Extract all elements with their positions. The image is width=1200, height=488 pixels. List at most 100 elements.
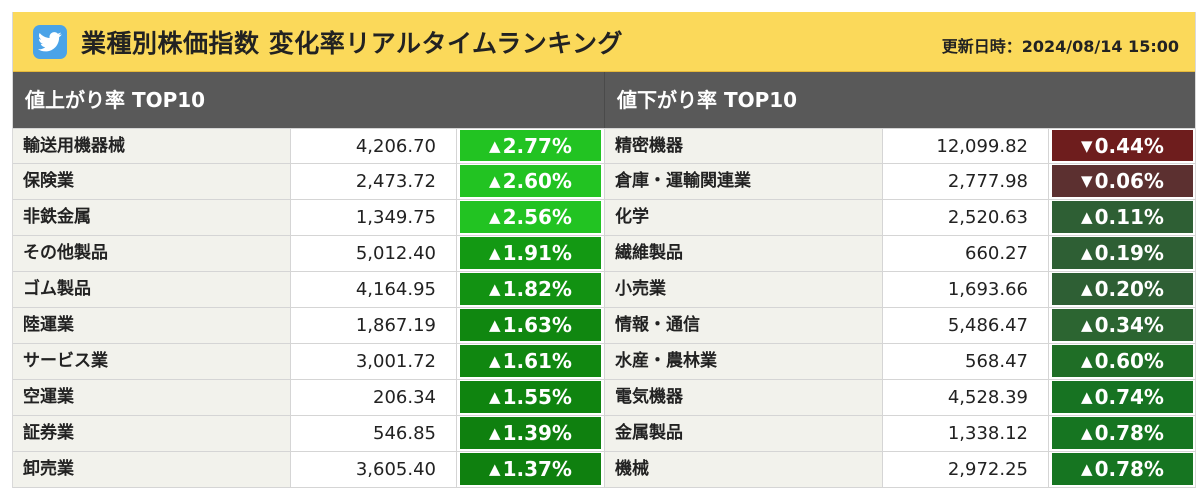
change-rate: 0.78% <box>1094 421 1164 445</box>
table-row[interactable]: 水産・農林業 568.47 ▲ 0.60% <box>605 344 1195 380</box>
change-rate: 0.44% <box>1094 134 1164 158</box>
change-rate: 0.78% <box>1094 457 1164 481</box>
losers-list: 精密機器 12,099.82 ▼ 0.44% 倉庫・運輸関連業 2,777.98 … <box>605 128 1195 488</box>
change-rate: 1.39% <box>502 421 572 445</box>
table-row[interactable]: 保険業 2,473.72 ▲ 2.60% <box>13 164 605 200</box>
table-row[interactable]: 陸運業 1,867.19 ▲ 1.63% <box>13 308 605 344</box>
change-rate: 0.11% <box>1094 205 1164 229</box>
index-value: 3,001.72 <box>291 344 457 379</box>
up-arrow-icon: ▲ <box>489 316 501 334</box>
change-badge: ▲ 1.63% <box>460 309 601 341</box>
up-arrow-icon: ▲ <box>489 172 501 190</box>
sector-name[interactable]: 繊維製品 <box>605 236 883 271</box>
gainers-list: 輸送用機器械 4,206.70 ▲ 2.77% 保険業 2,473.72 ▲ 2.6… <box>13 128 605 488</box>
up-arrow-icon: ▲ <box>1081 460 1093 478</box>
index-value: 4,206.70 <box>291 129 457 163</box>
sector-name[interactable]: 空運業 <box>13 380 291 415</box>
updated-timestamp: 更新日時：2024/08/14 15:00 <box>941 37 1179 56</box>
twitter-bird-icon[interactable] <box>33 25 67 59</box>
change-badge: ▲ 0.74% <box>1052 381 1193 413</box>
change-cell: ▲ 0.78% <box>1049 452 1195 487</box>
gainers-column: 値上がり率 TOP10 輸送用機器械 4,206.70 ▲ 2.77% 保険業 2… <box>13 72 605 488</box>
table-row[interactable]: 繊維製品 660.27 ▲ 0.19% <box>605 236 1195 272</box>
change-cell: ▲ 0.20% <box>1049 272 1195 307</box>
sector-name[interactable]: 証券業 <box>13 416 291 451</box>
up-arrow-icon: ▲ <box>489 460 501 478</box>
index-value: 2,520.63 <box>883 200 1049 235</box>
index-value: 660.27 <box>883 236 1049 271</box>
up-arrow-icon: ▲ <box>489 208 501 226</box>
up-arrow-icon: ▲ <box>1081 388 1093 406</box>
table-row[interactable]: ゴム製品 4,164.95 ▲ 1.82% <box>13 272 605 308</box>
up-arrow-icon: ▲ <box>489 244 501 262</box>
table-row[interactable]: 化学 2,520.63 ▲ 0.11% <box>605 200 1195 236</box>
change-cell: ▼ 0.44% <box>1049 129 1195 163</box>
change-cell: ▲ 1.61% <box>457 344 605 379</box>
table-row[interactable]: 証券業 546.85 ▲ 1.39% <box>13 416 605 452</box>
change-cell: ▲ 2.77% <box>457 129 605 163</box>
down-arrow-icon: ▼ <box>1081 172 1093 190</box>
up-arrow-icon: ▲ <box>1081 208 1093 226</box>
sector-name[interactable]: ゴム製品 <box>13 272 291 307</box>
change-cell: ▲ 1.63% <box>457 308 605 343</box>
sector-name[interactable]: 輸送用機器械 <box>13 129 291 163</box>
index-value: 5,486.47 <box>883 308 1049 343</box>
change-badge: ▼ 0.06% <box>1052 165 1193 197</box>
sector-name[interactable]: 機械 <box>605 452 883 487</box>
change-badge: ▲ 1.55% <box>460 381 601 413</box>
up-arrow-icon: ▲ <box>489 137 501 155</box>
up-arrow-icon: ▲ <box>1081 244 1093 262</box>
up-arrow-icon: ▲ <box>1081 424 1093 442</box>
change-rate: 0.19% <box>1094 241 1164 265</box>
table-row[interactable]: 卸売業 3,605.40 ▲ 1.37% <box>13 452 605 488</box>
change-rate: 0.74% <box>1094 385 1164 409</box>
sector-name[interactable]: 陸運業 <box>13 308 291 343</box>
table-row[interactable]: 情報・通信 5,486.47 ▲ 0.34% <box>605 308 1195 344</box>
change-rate: 0.06% <box>1094 169 1164 193</box>
sector-name[interactable]: 卸売業 <box>13 452 291 487</box>
index-value: 4,164.95 <box>291 272 457 307</box>
table-row[interactable]: 精密機器 12,099.82 ▼ 0.44% <box>605 128 1195 164</box>
table-row[interactable]: サービス業 3,001.72 ▲ 1.61% <box>13 344 605 380</box>
change-badge: ▲ 0.34% <box>1052 309 1193 341</box>
sector-name[interactable]: 小売業 <box>605 272 883 307</box>
down-arrow-icon: ▼ <box>1081 137 1093 155</box>
table-row[interactable]: その他製品 5,012.40 ▲ 1.91% <box>13 236 605 272</box>
sector-name[interactable]: 電気機器 <box>605 380 883 415</box>
change-rate: 2.77% <box>502 134 572 158</box>
change-badge: ▲ 2.77% <box>460 130 601 161</box>
table-row[interactable]: 輸送用機器械 4,206.70 ▲ 2.77% <box>13 128 605 164</box>
sector-name[interactable]: 化学 <box>605 200 883 235</box>
sector-name[interactable]: 非鉄金属 <box>13 200 291 235</box>
sector-name[interactable]: 保険業 <box>13 164 291 199</box>
sector-name[interactable]: 精密機器 <box>605 129 883 163</box>
change-rate: 2.60% <box>502 169 572 193</box>
change-rate: 0.60% <box>1094 349 1164 373</box>
ranking-panel: 業種別株価指数 変化率リアルタイムランキング 更新日時：2024/08/14 1… <box>12 12 1196 488</box>
change-cell: ▲ 0.34% <box>1049 308 1195 343</box>
table-row[interactable]: 機械 2,972.25 ▲ 0.78% <box>605 452 1195 488</box>
table-row[interactable]: 電気機器 4,528.39 ▲ 0.74% <box>605 380 1195 416</box>
change-rate: 2.56% <box>502 205 572 229</box>
change-badge: ▲ 0.11% <box>1052 201 1193 233</box>
table-row[interactable]: 金属製品 1,338.12 ▲ 0.78% <box>605 416 1195 452</box>
change-rate: 0.34% <box>1094 313 1164 337</box>
sector-name[interactable]: 水産・農林業 <box>605 344 883 379</box>
losers-column: 値下がり率 TOP10 精密機器 12,099.82 ▼ 0.44% 倉庫・運輸関… <box>605 72 1195 488</box>
change-badge: ▲ 1.82% <box>460 273 601 305</box>
table-row[interactable]: 倉庫・運輸関連業 2,777.98 ▼ 0.06% <box>605 164 1195 200</box>
sector-name[interactable]: 金属製品 <box>605 416 883 451</box>
change-cell: ▲ 0.11% <box>1049 200 1195 235</box>
sector-name[interactable]: 情報・通信 <box>605 308 883 343</box>
table-row[interactable]: 非鉄金属 1,349.75 ▲ 2.56% <box>13 200 605 236</box>
sector-name[interactable]: その他製品 <box>13 236 291 271</box>
change-cell: ▲ 2.56% <box>457 200 605 235</box>
table-row[interactable]: 空運業 206.34 ▲ 1.55% <box>13 380 605 416</box>
sector-name[interactable]: サービス業 <box>13 344 291 379</box>
change-cell: ▲ 1.55% <box>457 380 605 415</box>
change-badge: ▲ 1.37% <box>460 453 601 485</box>
index-value: 5,012.40 <box>291 236 457 271</box>
table-row[interactable]: 小売業 1,693.66 ▲ 0.20% <box>605 272 1195 308</box>
sector-name[interactable]: 倉庫・運輸関連業 <box>605 164 883 199</box>
index-value: 1,693.66 <box>883 272 1049 307</box>
